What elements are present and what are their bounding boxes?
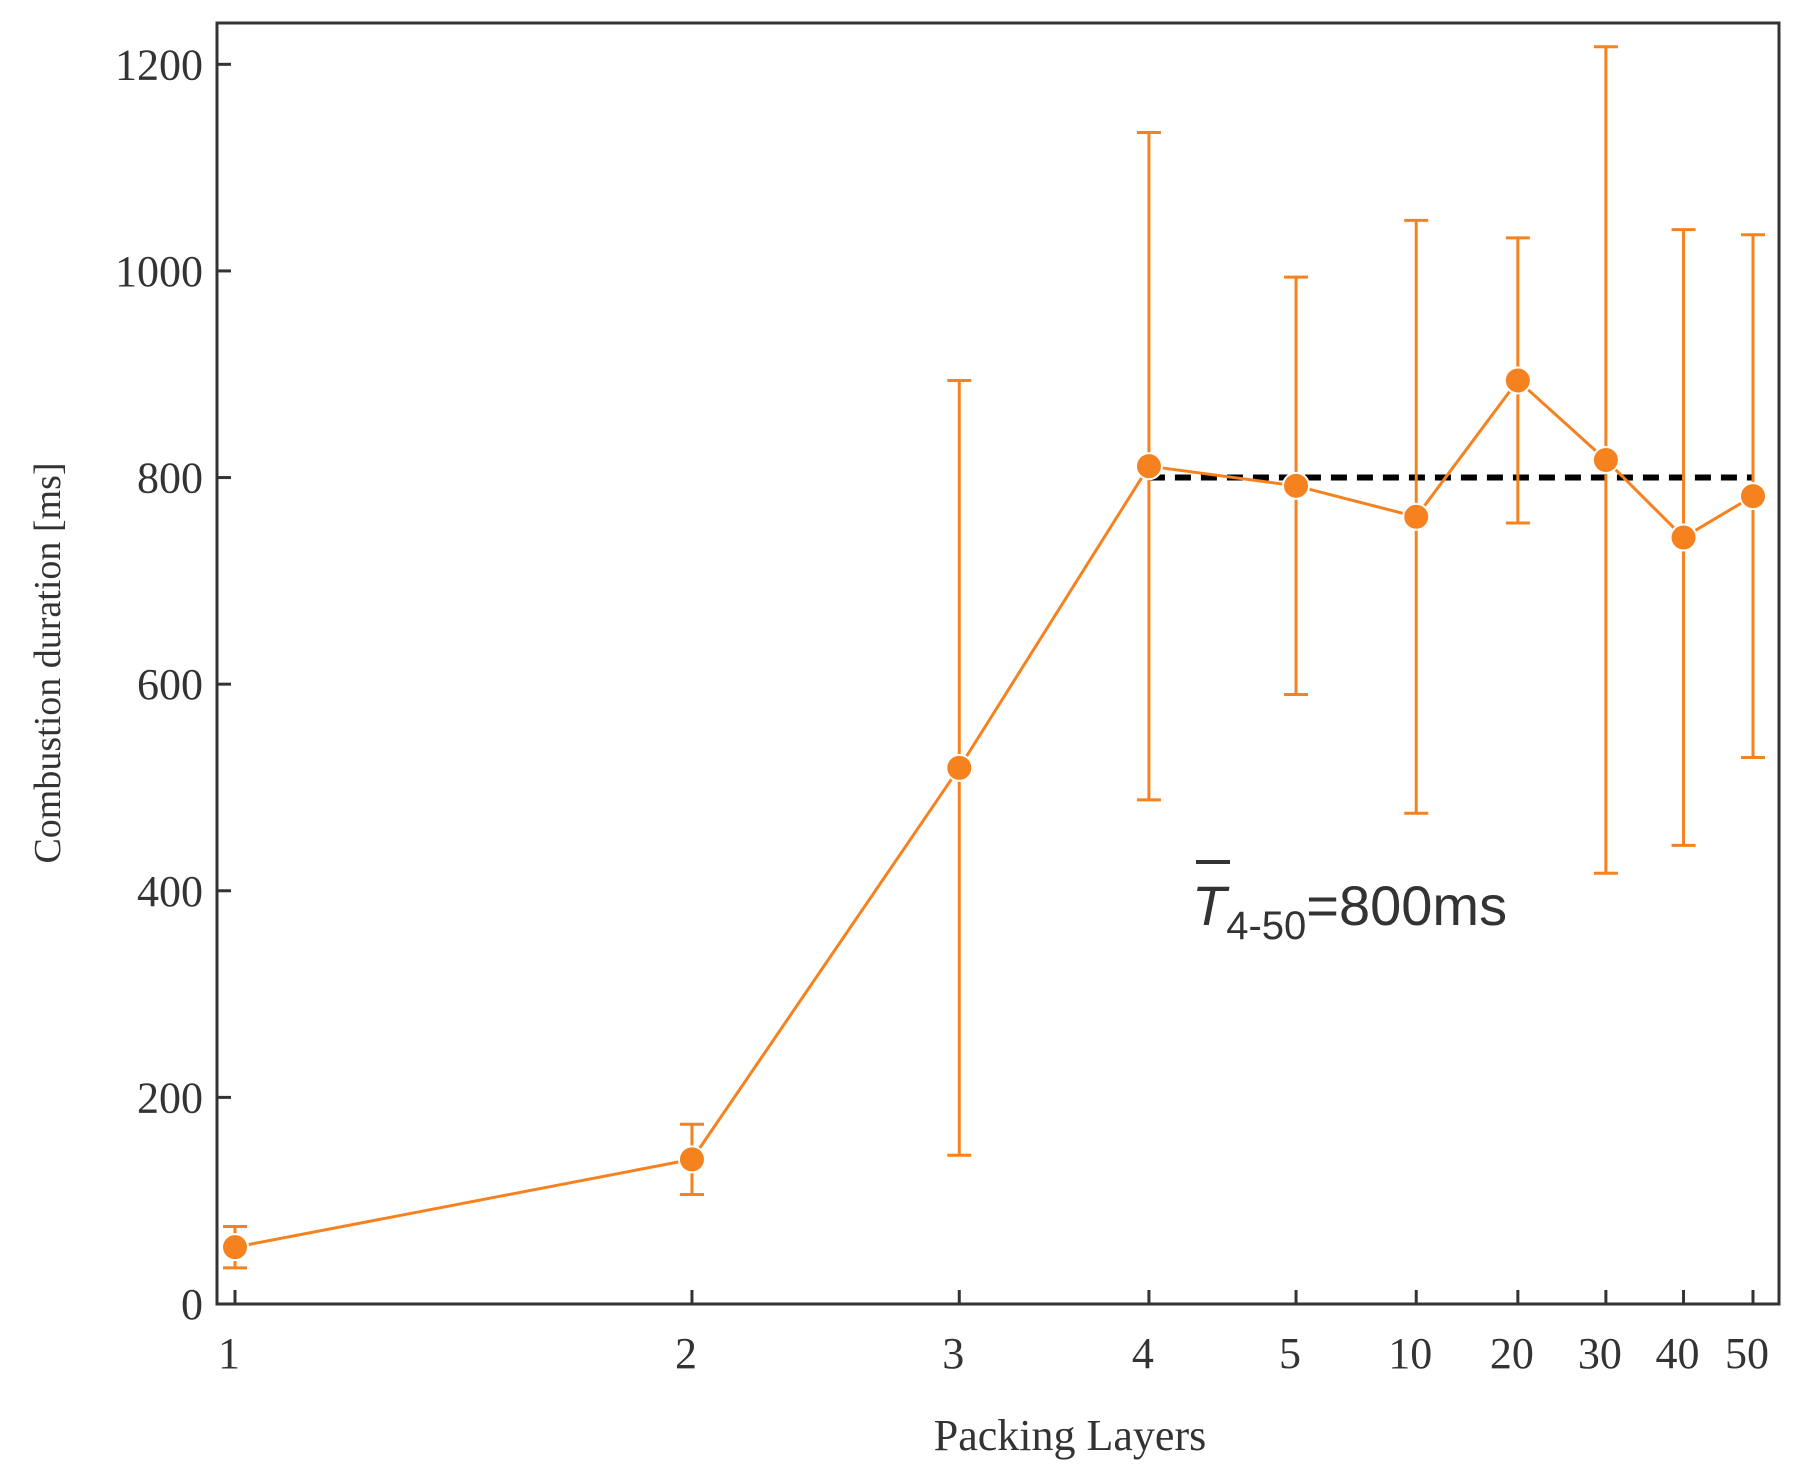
y-tick-label: 600	[137, 660, 203, 709]
x-tick-label: 40	[1656, 1329, 1700, 1378]
data-point	[1669, 523, 1698, 552]
x-tick-label: 5	[1279, 1329, 1301, 1378]
y-tick-label: 200	[137, 1073, 203, 1122]
x-tick-label: 1	[218, 1329, 240, 1378]
y-axis-label: Combustion duration [ms]	[27, 462, 69, 863]
data-point	[1402, 502, 1431, 531]
data-line	[234, 378, 1754, 1249]
annotation-subscript: 4-50	[1226, 904, 1306, 948]
y-tick-label: 0	[181, 1280, 203, 1329]
annotation: T4-50=800ms	[1192, 874, 1507, 948]
x-tick-label: 50	[1725, 1329, 1769, 1378]
x-tick-label: 3	[942, 1329, 964, 1378]
annotation-symbol: T	[1192, 874, 1230, 937]
annotation-text: =800ms	[1306, 874, 1507, 937]
x-tick-label: 2	[675, 1329, 697, 1378]
x-tick-label: 4	[1132, 1329, 1154, 1378]
x-tick-label: 10	[1388, 1329, 1432, 1378]
x-tick-label: 30	[1578, 1329, 1622, 1378]
y-tick-label: 400	[137, 867, 203, 916]
data-point	[1134, 452, 1163, 481]
data-point	[1503, 366, 1532, 395]
data-point	[221, 1233, 249, 1262]
y-tick-label: 1200	[115, 40, 203, 89]
data-point	[1591, 445, 1620, 474]
data-point	[1739, 482, 1767, 511]
x-tick-label: 20	[1490, 1329, 1534, 1378]
data-point	[945, 753, 974, 782]
x-axis-label: Packing Layers	[934, 1411, 1206, 1460]
y-tick-label: 1000	[115, 247, 203, 296]
data-point	[1282, 471, 1311, 500]
plot-frame	[215, 21, 1781, 1306]
data-point	[677, 1145, 706, 1174]
y-tick-label: 800	[137, 454, 203, 503]
